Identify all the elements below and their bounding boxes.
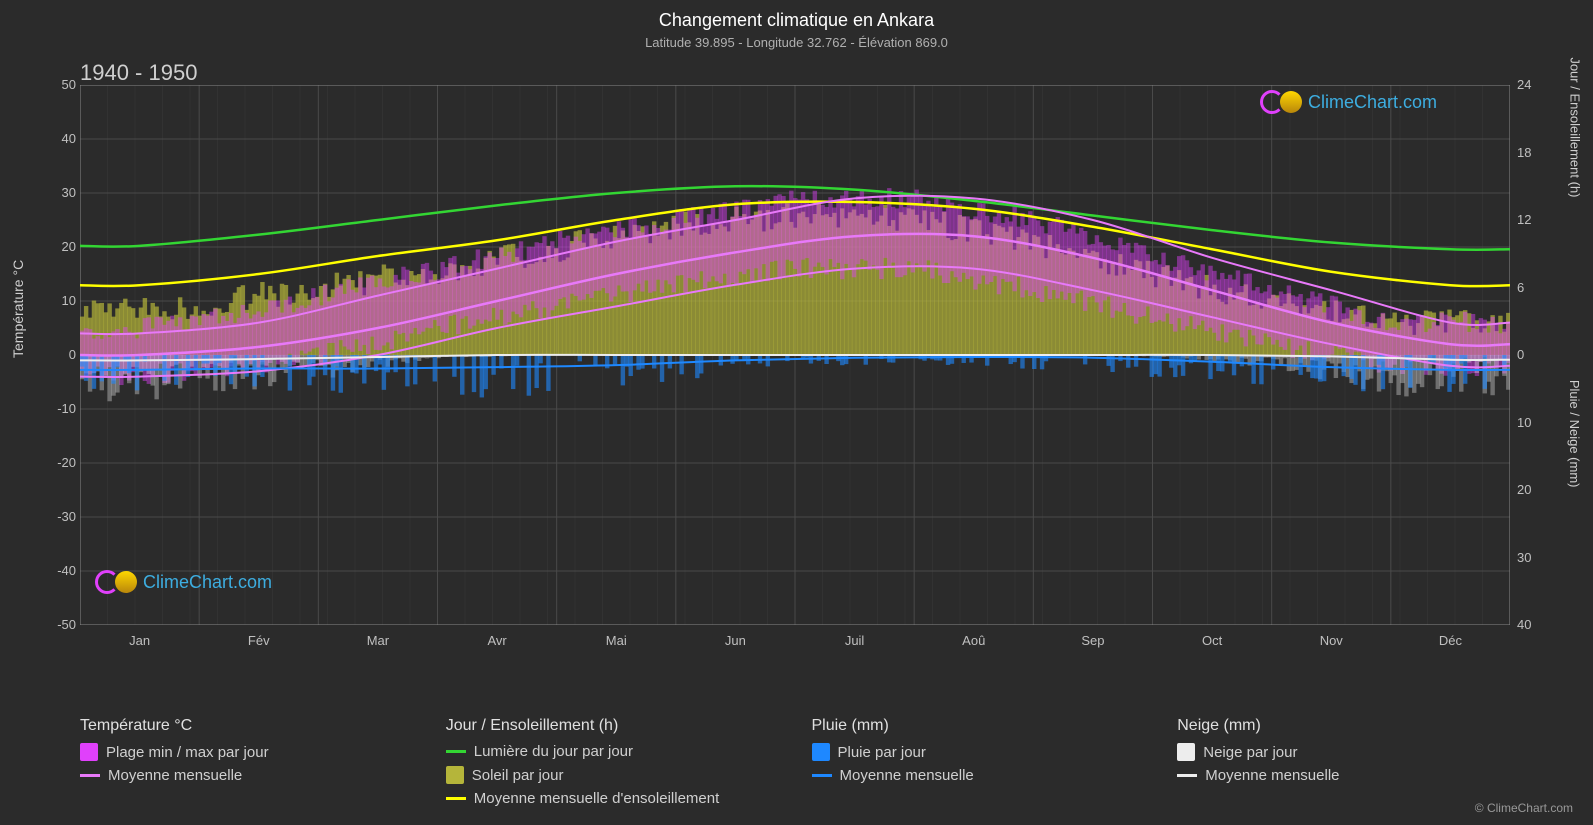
legend-line-icon — [446, 750, 466, 753]
x-tick-month: Fév — [239, 633, 279, 648]
legend-item: Neige par jour — [1177, 743, 1513, 761]
legend-label: Plage min / max par jour — [106, 744, 269, 761]
x-tick-month: Nov — [1311, 633, 1351, 648]
legend-line-icon — [812, 774, 832, 777]
plot-svg — [80, 85, 1510, 625]
y-left-tick: 20 — [48, 239, 76, 254]
y-left-tick: 0 — [48, 347, 76, 362]
y-axis-left-label: Température °C — [10, 260, 26, 358]
legend-item: Moyenne mensuelle — [80, 767, 416, 784]
legend-item: Moyenne mensuelle — [812, 767, 1148, 784]
y-left-tick: -10 — [48, 401, 76, 416]
watermark-text: ClimeChart.com — [143, 572, 272, 593]
y-axis-right-top-label: Jour / Ensoleillement (h) — [1568, 57, 1583, 197]
legend-group: Neige (mm) Neige par jour Moyenne mensuell… — [1177, 717, 1513, 813]
x-tick-month: Oct — [1192, 633, 1232, 648]
x-tick-month: Déc — [1430, 633, 1470, 648]
y-left-tick: -30 — [48, 509, 76, 524]
legend-swatch-icon — [812, 743, 830, 761]
x-tick-month: Jun — [715, 633, 755, 648]
legend-item: Moyenne mensuelle — [1177, 767, 1513, 784]
x-tick-month: Mai — [596, 633, 636, 648]
y-right-tick-mm: 10 — [1517, 415, 1545, 430]
legend-group: Jour / Ensoleillement (h) Lumière du jour… — [446, 717, 782, 813]
climate-chart: Changement climatique en Ankara Latitude… — [0, 10, 1593, 825]
legend-group-title: Température °C — [80, 717, 416, 735]
legend-group: Pluie (mm) Pluie par jour Moyenne mensuell… — [812, 717, 1148, 813]
legend-line-icon — [1177, 774, 1197, 777]
y-left-tick: -50 — [48, 617, 76, 632]
legend-group-title: Pluie (mm) — [812, 717, 1148, 735]
logo-sun-icon — [1280, 91, 1302, 113]
legend-label: Lumière du jour par jour — [474, 743, 633, 760]
y-left-tick: -20 — [48, 455, 76, 470]
legend-item: Soleil par jour — [446, 766, 782, 784]
legend-item: Pluie par jour — [812, 743, 1148, 761]
watermark: ClimeChart.com — [1260, 90, 1437, 114]
y-right-tick-mm: 30 — [1517, 550, 1545, 565]
y-left-tick: 50 — [48, 77, 76, 92]
y-right-tick-mm: 40 — [1517, 617, 1545, 632]
y-right-tick-hours: 0 — [1517, 347, 1545, 362]
legend-line-icon — [80, 774, 100, 777]
legend-label: Moyenne mensuelle d'ensoleillement — [474, 790, 720, 807]
legend-swatch-icon — [80, 743, 98, 761]
y-right-tick-hours: 18 — [1517, 145, 1545, 160]
x-tick-month: Avr — [477, 633, 517, 648]
legend-label: Moyenne mensuelle — [1205, 767, 1339, 784]
legend-label: Pluie par jour — [838, 744, 926, 761]
x-tick-month: Aoû — [954, 633, 994, 648]
y-right-tick-hours: 6 — [1517, 280, 1545, 295]
y-left-tick: 40 — [48, 131, 76, 146]
x-tick-month: Jan — [120, 633, 160, 648]
legend-label: Soleil par jour — [472, 767, 564, 784]
legend-group-title: Neige (mm) — [1177, 717, 1513, 735]
x-tick-month: Juil — [835, 633, 875, 648]
legend-label: Moyenne mensuelle — [108, 767, 242, 784]
watermark-text: ClimeChart.com — [1308, 92, 1437, 113]
y-axis-right-bottom-label: Pluie / Neige (mm) — [1568, 380, 1583, 488]
y-right-tick-hours: 24 — [1517, 77, 1545, 92]
legend-group-title: Jour / Ensoleillement (h) — [446, 717, 782, 735]
logo-sun-icon — [115, 571, 137, 593]
x-tick-month: Sep — [1073, 633, 1113, 648]
legend-item: Moyenne mensuelle d'ensoleillement — [446, 790, 782, 807]
chart-title: Changement climatique en Ankara — [0, 10, 1593, 31]
legend-line-icon — [446, 797, 466, 800]
y-right-tick-hours: 12 — [1517, 212, 1545, 227]
x-tick-month: Mar — [358, 633, 398, 648]
legend-label: Neige par jour — [1203, 744, 1297, 761]
copyright: © ClimeChart.com — [1475, 801, 1573, 815]
watermark: ClimeChart.com — [95, 570, 272, 594]
legend-group: Température °C Plage min / max par jour Mo… — [80, 717, 416, 813]
legend-item: Plage min / max par jour — [80, 743, 416, 761]
y-right-tick-mm: 20 — [1517, 482, 1545, 497]
y-left-tick: -40 — [48, 563, 76, 578]
y-left-tick: 30 — [48, 185, 76, 200]
legend-swatch-icon — [1177, 743, 1195, 761]
chart-subtitle: Latitude 39.895 - Longitude 32.762 - Élé… — [0, 35, 1593, 50]
period-label: 1940 - 1950 — [80, 60, 197, 86]
y-left-tick: 10 — [48, 293, 76, 308]
plot-area — [80, 85, 1510, 625]
legend-item: Lumière du jour par jour — [446, 743, 782, 760]
legend-swatch-icon — [446, 766, 464, 784]
legend-label: Moyenne mensuelle — [840, 767, 974, 784]
legend: Température °C Plage min / max par jour Mo… — [80, 717, 1513, 813]
